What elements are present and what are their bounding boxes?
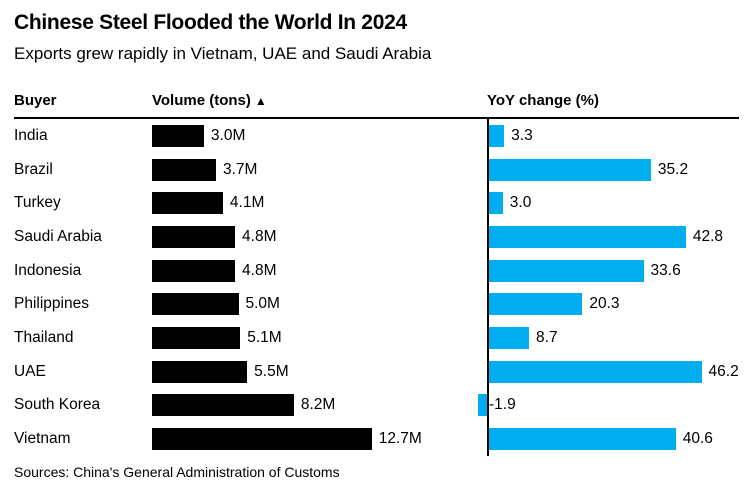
chart-rows: India 3.0M 3.3 Brazil 3.7M 35.2 Turkey 4…	[14, 119, 739, 457]
column-headers: Buyer Volume (tons) ▲ YoY change (%)	[14, 92, 739, 109]
buyer-label: South Korea	[14, 396, 101, 414]
volume-bar	[152, 192, 223, 215]
buyer-label: Philippines	[14, 295, 89, 313]
volume-bar	[152, 360, 248, 383]
volume-value: 4.8M	[242, 227, 277, 245]
yoy-value: -1.9	[489, 396, 516, 414]
buyer-label: India	[14, 126, 48, 144]
volume-cell: 5.1M	[152, 321, 487, 355]
yoy-value: 40.6	[682, 430, 713, 448]
yoy-bar	[489, 158, 651, 181]
yoy-bar	[489, 327, 530, 349]
yoy-value: 3.3	[511, 126, 533, 144]
yoy-cell: 46.2	[487, 355, 739, 389]
yoy-cell: -1.9	[478, 389, 739, 423]
volume-cell: 3.7M	[152, 153, 487, 187]
yoy-cell: 42.8	[487, 220, 739, 254]
yoy-bar	[489, 428, 676, 451]
table-row: Vietnam 12.7M 40.6	[14, 422, 739, 456]
volume-bar	[152, 259, 236, 282]
yoy-cell: 40.6	[487, 422, 739, 456]
table-row: Thailand 5.1M 8.7	[14, 321, 739, 355]
yoy-value: 20.3	[589, 295, 620, 313]
yoy-value: 46.2	[708, 362, 739, 380]
yoy-zero-axis	[487, 119, 489, 457]
volume-value: 4.8M	[242, 261, 277, 279]
yoy-value: 8.7	[536, 329, 558, 346]
yoy-cell: 3.3	[487, 119, 739, 153]
column-header-yoy: YoY change (%)	[487, 91, 599, 109]
table-row: India 3.0M 3.3	[14, 119, 739, 153]
table-row: Brazil 3.7M 35.2	[14, 153, 739, 187]
table-row: Saudi Arabia 4.8M 42.8	[14, 220, 739, 254]
volume-value: 3.0M	[210, 126, 246, 144]
yoy-bar	[489, 293, 583, 316]
volume-bar	[152, 394, 294, 417]
volume-value: 5.5M	[254, 362, 289, 380]
yoy-bar	[489, 124, 505, 147]
yoy-bar	[489, 259, 644, 282]
table-row: Turkey 4.1M 3.0	[14, 186, 739, 220]
volume-cell: 4.8M	[152, 254, 487, 288]
volume-cell: 4.8M	[152, 220, 487, 254]
yoy-bar	[489, 360, 702, 383]
volume-bar	[152, 327, 241, 349]
chart-subtitle: Exports grew rapidly in Vietnam, UAE and…	[14, 44, 432, 64]
volume-cell: 3.0M	[152, 119, 487, 153]
buyer-label: Brazil	[14, 160, 53, 178]
volume-bar	[152, 428, 372, 451]
buyer-label: Thailand	[14, 329, 74, 346]
volume-bar	[152, 225, 236, 248]
yoy-cell: 3.0	[487, 186, 739, 220]
volume-cell: 8.2M	[152, 389, 487, 423]
volume-value: 5.1M	[247, 329, 282, 346]
sort-ascending-icon: ▲	[254, 93, 267, 108]
yoy-cell: 35.2	[487, 153, 739, 187]
buyer-label: Turkey	[14, 194, 61, 212]
volume-bar	[152, 124, 204, 147]
buyer-label: Indonesia	[14, 261, 82, 279]
volume-bar	[152, 293, 239, 316]
column-header-buyer: Buyer	[14, 91, 57, 109]
chart-title: Chinese Steel Flooded the World In 2024	[14, 11, 407, 34]
header-rule	[14, 116, 739, 120]
volume-value: 8.2M	[300, 396, 336, 414]
volume-value: 4.1M	[229, 194, 265, 212]
volume-cell: 5.0M	[152, 287, 487, 321]
column-header-volume: Volume (tons) ▲	[152, 91, 267, 109]
table-row: Philippines 5.0M 20.3	[14, 287, 739, 321]
volume-value: 5.0M	[245, 295, 280, 313]
yoy-value: 35.2	[657, 160, 689, 178]
yoy-bar	[489, 192, 503, 215]
yoy-cell: 33.6	[487, 254, 739, 288]
buyer-label: Saudi Arabia	[14, 227, 102, 245]
yoy-value: 42.8	[692, 227, 724, 245]
volume-cell: 5.5M	[152, 355, 487, 389]
yoy-bar	[478, 394, 487, 417]
volume-value: 12.7M	[378, 430, 422, 448]
buyer-label: UAE	[14, 362, 46, 380]
table-row: South Korea 8.2M -1.9	[14, 389, 739, 423]
yoy-value: 3.0	[509, 194, 532, 212]
volume-value: 3.7M	[223, 160, 258, 178]
yoy-value: 33.6	[650, 261, 681, 279]
table-row: UAE 5.5M 46.2	[14, 355, 739, 389]
yoy-bar	[489, 225, 686, 248]
source-note: Sources: China's General Administration …	[14, 464, 340, 481]
table-row: Indonesia 4.8M 33.6	[14, 254, 739, 288]
yoy-cell: 8.7	[487, 321, 739, 355]
yoy-cell: 20.3	[487, 287, 739, 321]
buyer-label: Vietnam	[14, 430, 71, 448]
volume-cell: 12.7M	[152, 422, 487, 456]
volume-bar	[152, 158, 216, 181]
volume-cell: 4.1M	[152, 186, 487, 220]
